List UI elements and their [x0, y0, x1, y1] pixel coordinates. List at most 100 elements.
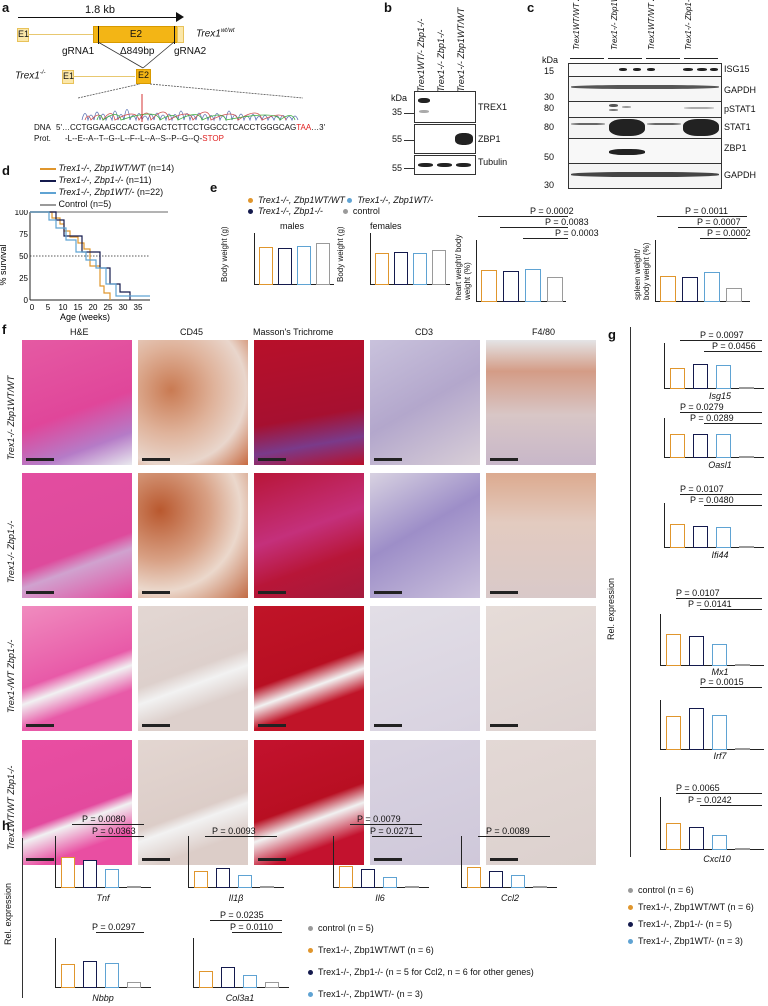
mx1-chart	[660, 614, 764, 666]
panel-d-label: d	[2, 163, 10, 178]
p-bracket	[205, 836, 277, 837]
histology-tile-masson	[254, 340, 364, 465]
svg-text:25: 25	[19, 274, 28, 283]
p-value: P = 0.0011	[685, 206, 728, 216]
p-bracket	[478, 216, 568, 217]
marker: 15	[544, 66, 555, 76]
h-ylabel: Rel. expression	[3, 882, 13, 945]
p-bracket	[700, 687, 762, 688]
group-bracket	[684, 58, 718, 59]
panel-h-label: h	[2, 818, 10, 833]
blot-tubulin	[414, 155, 476, 175]
legend-item: Trex1-/-, Zbp1WT/- (n=22)	[40, 186, 174, 198]
p-value: P = 0.0080	[82, 814, 126, 824]
p-bracket	[72, 824, 144, 825]
p-value: P = 0.0007	[697, 217, 741, 227]
p-value: P = 0.0107	[680, 484, 724, 494]
panel-c-label: c	[527, 0, 535, 15]
dna-sequence: DNA 5'…CCTGGAAGCCACTGGACTCTTCCTGGCCTCACCT…	[34, 123, 326, 132]
legend-item: Trex1-/-, Zbp1-/- (n = 5 for Ccl2, n = 6…	[308, 961, 534, 983]
deletion-lines	[97, 41, 175, 69]
svg-text:35: 35	[134, 303, 143, 312]
lane-label: Trex1WT/- Zbp1-/-	[416, 18, 426, 92]
blot-pstat1	[568, 101, 722, 118]
blot-trex1	[414, 91, 476, 123]
blot-name-tubulin: Tubulin	[478, 157, 508, 167]
legend-item: Control (n=5)	[40, 198, 174, 210]
blot-name: ISG15	[724, 64, 750, 74]
chromatogram	[78, 83, 304, 122]
panel-g-label: g	[608, 327, 616, 342]
p-bracket	[676, 598, 762, 599]
marker: 30	[544, 92, 555, 102]
lane-label: Trex1-/- Zbp1WT/WT	[456, 7, 466, 92]
gene-label: Ifi44	[711, 550, 729, 560]
row-label: Trex1WT/WT Zbp1-/-	[6, 765, 16, 850]
legend-item: Trex1-/-, Zbp1-/- (n = 5)	[628, 916, 754, 933]
females-chart	[370, 233, 450, 285]
p-bracket	[210, 920, 282, 921]
p-value: P = 0.0297	[92, 922, 136, 932]
grna2-cut	[174, 26, 175, 44]
p-value: P = 0.0003	[555, 228, 599, 238]
protein-sequence: Prot. -L--E--A--T--G--L--F--L--A--S--P--G…	[34, 134, 224, 143]
exon-1-ko: E1	[62, 70, 74, 84]
svg-text:75: 75	[19, 230, 28, 239]
p-bracket	[657, 216, 747, 217]
ifi44-chart	[664, 503, 764, 548]
histology-tile-masson	[254, 606, 364, 731]
p-bracket	[232, 932, 282, 933]
svg-text:15: 15	[74, 303, 83, 312]
histology-tile-masson	[254, 473, 364, 598]
exon-2-tail	[177, 26, 184, 43]
kda-label: kDa	[391, 93, 408, 103]
histology-tile-masson	[254, 740, 364, 865]
legend-item: Trex1-/-, Zbp1WT/WT (n=14)	[40, 162, 174, 174]
panel-f-label: f	[2, 322, 7, 337]
marker: 30	[544, 180, 555, 190]
histology-tile-cd45	[138, 340, 248, 465]
females-title: females	[370, 221, 402, 231]
gene-label: Oasl1	[708, 460, 732, 470]
p-bracket	[678, 227, 747, 228]
blot-name-zbp1: ZBP1	[478, 134, 501, 144]
gene-label: Isg15	[708, 391, 732, 401]
heart-chart	[476, 240, 566, 302]
col3a1-chart	[193, 938, 289, 988]
p-bracket	[676, 793, 762, 794]
oasl1-chart	[664, 418, 764, 458]
histology-tile-cd45	[138, 473, 248, 598]
exon-2-ko: E2	[136, 69, 151, 84]
h-divider	[22, 838, 23, 998]
svg-text:100: 100	[15, 210, 29, 217]
grna2-label: gRNA2	[174, 46, 207, 57]
p-value: P = 0.0089	[486, 826, 530, 836]
legend-item: Trex1-/-, Zbp1WT/WT (n = 6)	[308, 939, 534, 961]
column-header: H&E	[70, 327, 89, 337]
legend-item: Trex1-/-, Zbp1WT/- (n = 3)	[308, 983, 534, 1005]
p-bracket	[478, 836, 550, 837]
scale-label: 1.8 kb	[85, 4, 115, 16]
survival-legend: Trex1-/-, Zbp1WT/WT (n=14) Trex1-/-, Zbp…	[40, 162, 174, 210]
g-legend: control (n = 6) Trex1-/-, Zbp1WT/WT (n =…	[628, 882, 754, 950]
p-bracket	[680, 340, 762, 341]
p-bracket	[700, 609, 762, 610]
column-header: Masson's Trichrome	[253, 327, 334, 337]
intron-line	[28, 34, 93, 35]
svg-text:30: 30	[119, 303, 128, 312]
g-ylabel: Rel. expression	[606, 577, 616, 640]
svg-text:0: 0	[24, 296, 29, 305]
gene-label: Il6	[375, 893, 385, 903]
histology-tile-cd3	[370, 473, 480, 598]
p-bracket	[704, 423, 762, 424]
y-axis-label: Body weight (g)	[336, 226, 345, 282]
histology-tile-cd45	[138, 606, 248, 731]
p-bracket	[704, 505, 762, 506]
histology-tile-f480	[486, 740, 596, 865]
p-value: P = 0.0242	[688, 795, 732, 805]
legend-item: control (n = 5)	[308, 917, 534, 939]
p-value: P = 0.0065	[676, 783, 720, 793]
p-value: P = 0.0235	[220, 910, 264, 920]
h-legend: control (n = 5) Trex1-/-, Zbp1WT/WT (n =…	[308, 917, 534, 1005]
histology-tile-he	[22, 606, 132, 731]
